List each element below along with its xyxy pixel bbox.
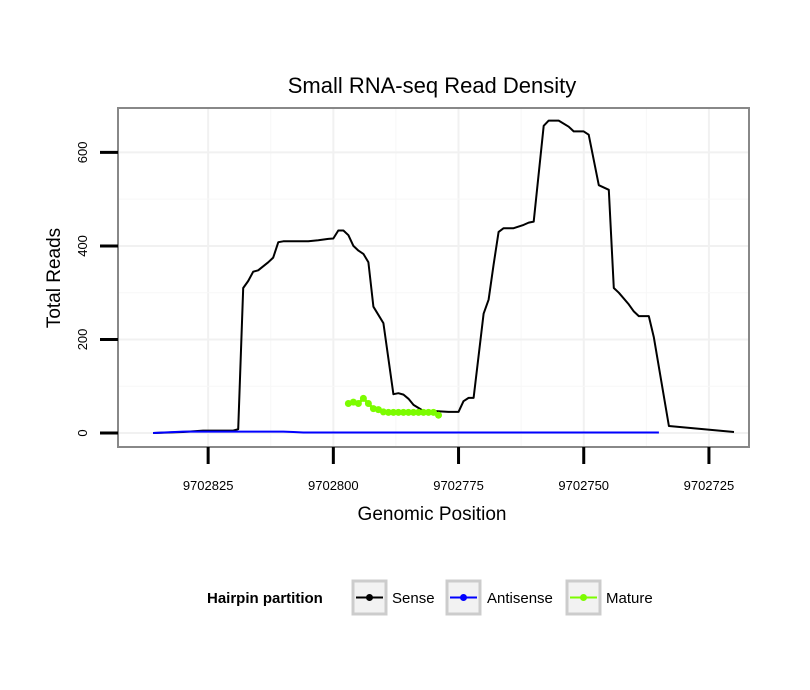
mature-point: [389, 408, 397, 416]
legend-label-mature: Mature: [606, 590, 653, 607]
legend: Hairpin partition Sense Antisense Mature: [207, 579, 653, 616]
x-tick-label: 9702800: [308, 478, 359, 493]
y-axis: 0 200 400 600: [75, 142, 118, 437]
y-tick-label: 600: [75, 142, 90, 164]
legend-label-antisense: Antisense: [487, 590, 553, 607]
x-tick-label: 9702725: [684, 478, 735, 493]
x-axis: 9702825 9702800 9702775 9702750 9702725: [183, 447, 734, 493]
y-tick-label: 200: [75, 329, 90, 351]
mature-point: [384, 408, 392, 416]
legend-key-point: [366, 594, 373, 601]
series-layer: [153, 119, 735, 434]
mature-point: [435, 411, 443, 419]
mature-point: [359, 394, 367, 402]
mature-point: [354, 400, 362, 408]
x-tick-label: 9702775: [433, 478, 484, 493]
grid: [118, 108, 749, 447]
x-axis-title: Genomic Position: [358, 504, 507, 525]
x-tick-label: 9702750: [558, 478, 609, 493]
y-tick-label: 400: [75, 235, 90, 257]
antisense-series-line: [153, 430, 659, 434]
legend-key-point: [580, 594, 587, 601]
mature-point: [379, 408, 387, 416]
chart-title: Small RNA-seq Read Density: [288, 73, 577, 98]
legend-key-point: [460, 594, 467, 601]
y-axis-title: Total Reads: [44, 228, 65, 328]
mature-point: [414, 408, 422, 416]
legend-title: Hairpin partition: [207, 590, 323, 607]
mature-point: [364, 400, 372, 408]
mature-point: [409, 408, 417, 416]
mature-point: [419, 408, 427, 416]
y-tick-label: 0: [75, 429, 90, 436]
mature-point: [404, 408, 412, 416]
mature-point: [399, 408, 407, 416]
mature-point: [424, 408, 432, 416]
plot-panel: [117, 107, 750, 448]
x-tick-label: 9702825: [183, 478, 234, 493]
legend-label-sense: Sense: [392, 590, 435, 607]
mature-point: [394, 408, 402, 416]
sense-series-line: [153, 119, 735, 434]
